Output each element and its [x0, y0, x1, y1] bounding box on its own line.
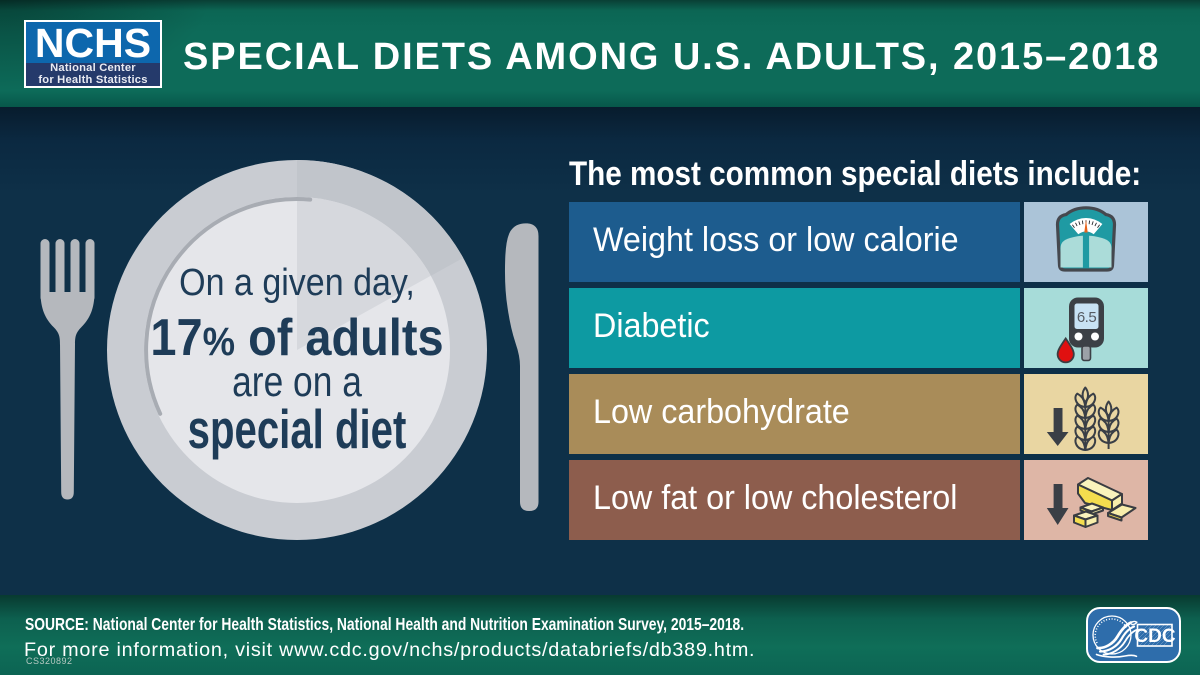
- svg-text:6.5: 6.5: [1077, 309, 1097, 326]
- svg-text:CDC: CDC: [1134, 626, 1175, 647]
